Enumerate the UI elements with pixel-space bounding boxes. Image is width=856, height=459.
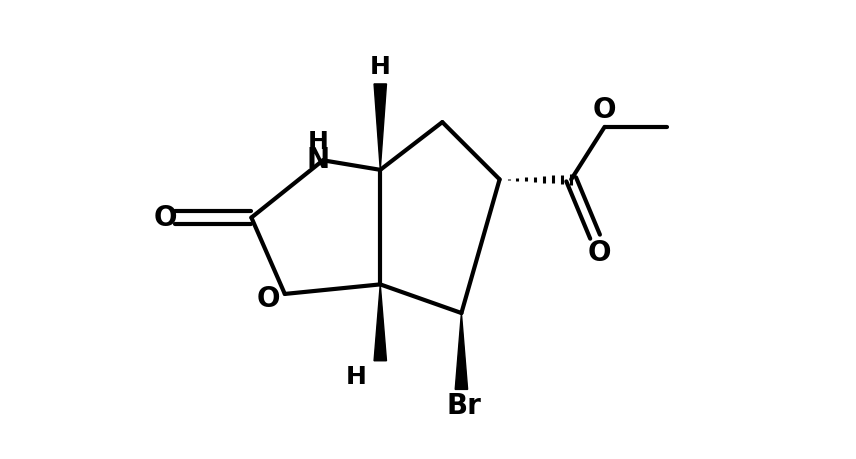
Text: O: O bbox=[154, 204, 177, 232]
Text: O: O bbox=[256, 285, 280, 313]
Text: O: O bbox=[588, 239, 611, 267]
Text: H: H bbox=[308, 130, 329, 154]
Polygon shape bbox=[455, 313, 467, 389]
Text: O: O bbox=[593, 96, 616, 124]
Polygon shape bbox=[374, 84, 386, 170]
Text: H: H bbox=[346, 365, 367, 390]
Polygon shape bbox=[374, 285, 386, 361]
Text: H: H bbox=[370, 55, 390, 79]
Text: Br: Br bbox=[446, 392, 481, 420]
Text: N: N bbox=[306, 146, 330, 174]
